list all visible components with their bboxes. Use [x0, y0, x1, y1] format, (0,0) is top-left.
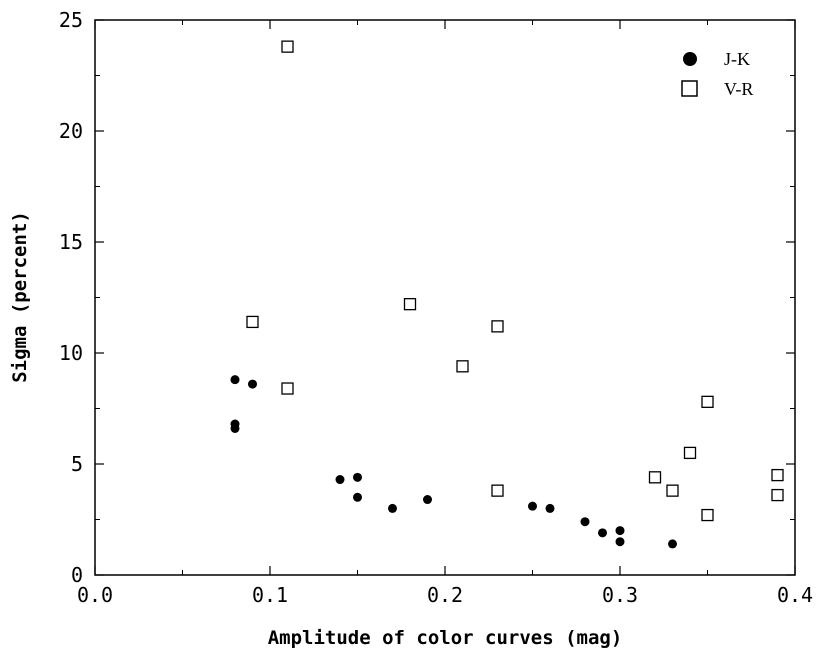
point-j-k — [353, 492, 362, 502]
point-v-r — [771, 488, 784, 502]
point-j-k — [388, 503, 397, 513]
point-j-k — [580, 517, 590, 527]
point-v-r — [456, 360, 469, 373]
x-tick-label: 0.0 — [77, 583, 113, 607]
y-tick-label: 25 — [59, 8, 83, 32]
y-tick-label: 20 — [59, 119, 83, 143]
point-v-r — [701, 395, 714, 408]
point-v-r — [491, 320, 504, 333]
point-v-r — [491, 484, 504, 497]
x-axis-title: Amplitude of color curves (mag) — [268, 627, 623, 649]
plot-frame — [94, 19, 796, 576]
data-points — [230, 40, 784, 549]
point-v-r — [648, 471, 662, 484]
point-v-r — [683, 446, 697, 460]
legend-marker-j-k — [683, 52, 697, 66]
point-j-k — [230, 423, 240, 433]
point-j-k — [615, 537, 625, 547]
legend: J-K V-R — [681, 49, 753, 99]
point-v-r — [281, 40, 294, 53]
x-tick-label: 0.4 — [777, 583, 813, 607]
tick-labels: 0.0 0.1 0.2 0.3 0.4 0 5 10 15 20 25 — [59, 8, 813, 607]
legend-label-v-r: V-R — [724, 79, 753, 99]
x-tick-label: 0.1 — [252, 583, 288, 607]
y-tick-label: 5 — [71, 452, 83, 476]
point-j-k — [353, 472, 362, 482]
point-j-k — [230, 375, 240, 385]
legend-marker-v-r — [681, 80, 698, 97]
point-j-k — [248, 379, 257, 389]
point-j-k — [598, 528, 607, 538]
y-axis-title: Sigma (percent) — [9, 211, 31, 383]
point-v-r — [701, 508, 714, 522]
point-j-k — [528, 501, 537, 511]
point-v-r — [666, 484, 679, 497]
y-tick-label: 0 — [71, 563, 83, 587]
point-j-k — [668, 539, 677, 549]
point-j-k — [545, 503, 555, 513]
point-v-r — [246, 315, 259, 329]
point-v-r — [771, 468, 784, 482]
legend-label-j-k: J-K — [724, 49, 750, 69]
point-v-r — [403, 298, 417, 311]
x-tick-label: 0.3 — [602, 583, 638, 607]
x-tick-label: 0.2 — [427, 583, 463, 607]
axis-ticks — [94, 19, 796, 576]
y-tick-label: 15 — [59, 230, 83, 254]
point-j-k — [615, 526, 625, 536]
point-j-k — [335, 475, 345, 485]
y-tick-label: 10 — [59, 341, 83, 365]
point-j-k — [423, 495, 432, 505]
point-v-r — [281, 382, 294, 395]
